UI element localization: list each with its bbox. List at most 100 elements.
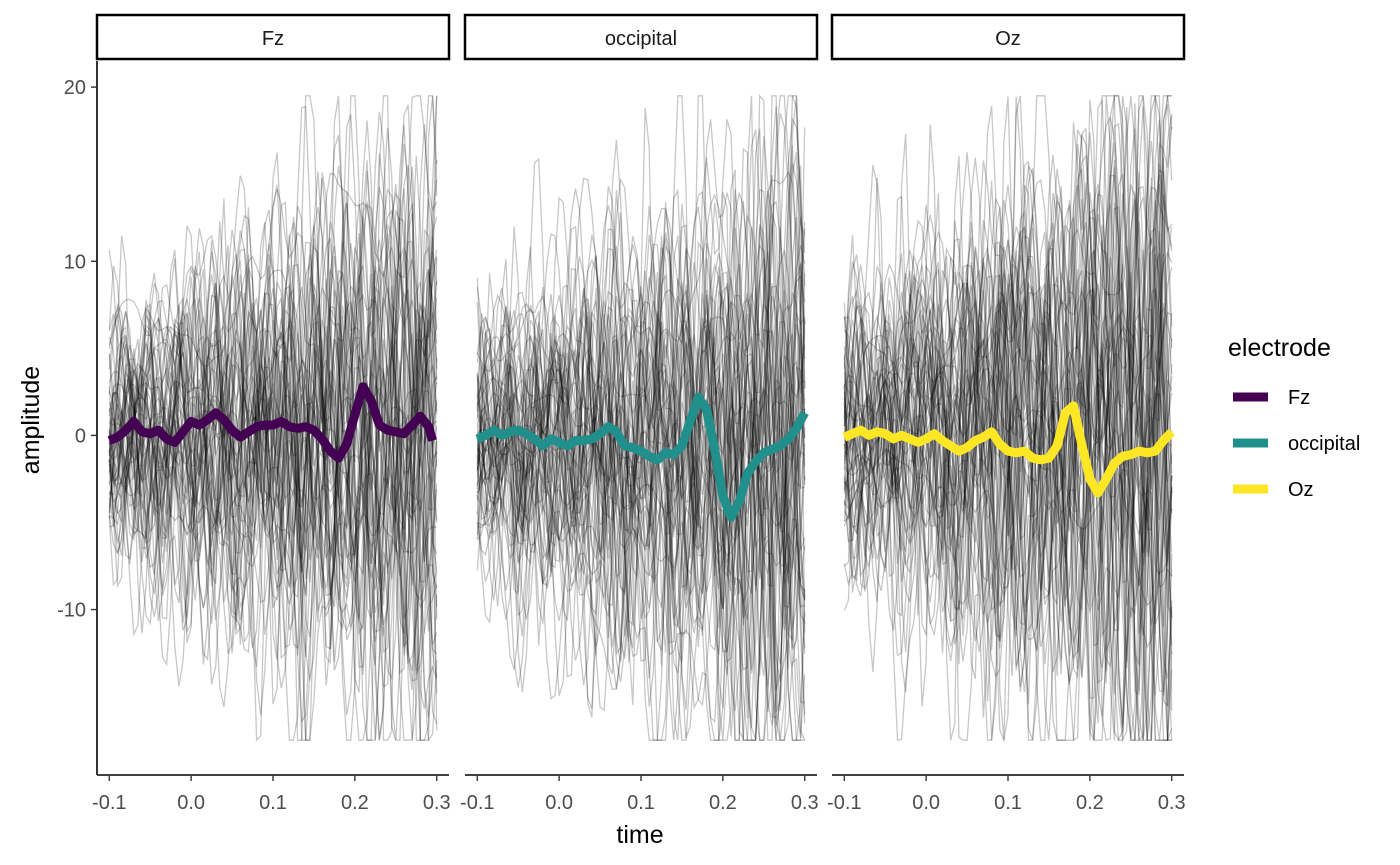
panel-0: Fz -0.1 0.0 0.1 0.2 0.3 -10 0 10 20 bbox=[57, 13, 451, 814]
trial-line bbox=[843, 282, 1173, 679]
trial-line bbox=[476, 289, 806, 741]
trial-line bbox=[108, 104, 438, 743]
y-tick-label: 20 bbox=[64, 77, 86, 99]
x-tick-label: 0.2 bbox=[1076, 792, 1104, 814]
trial-line bbox=[843, 451, 1173, 741]
trial-line bbox=[108, 209, 438, 623]
trial-line bbox=[843, 166, 1172, 741]
trial-line bbox=[108, 373, 438, 716]
strip-box bbox=[95, 13, 451, 61]
trial-line bbox=[477, 389, 805, 741]
trial-line bbox=[108, 171, 438, 620]
x-tick-label: 0.1 bbox=[994, 792, 1022, 814]
trial-line bbox=[476, 151, 806, 545]
legend-title: electrode bbox=[1228, 334, 1331, 362]
trial-lines bbox=[108, 95, 438, 743]
trial-line bbox=[108, 143, 438, 484]
trial-line bbox=[108, 172, 438, 658]
trial-line bbox=[843, 106, 1173, 564]
trial-line bbox=[476, 408, 806, 741]
trial-line bbox=[108, 392, 438, 587]
trial-line bbox=[109, 166, 438, 681]
trial-line bbox=[108, 358, 438, 609]
trial-line bbox=[476, 188, 806, 648]
trial-line bbox=[843, 95, 1173, 741]
trial-line bbox=[843, 95, 1173, 741]
trial-line bbox=[843, 173, 1173, 564]
trial-line bbox=[476, 94, 806, 719]
trial-line bbox=[108, 337, 438, 741]
trial-line bbox=[843, 298, 1173, 743]
trial-line bbox=[843, 174, 1173, 465]
trial-line bbox=[476, 385, 806, 741]
trial-line bbox=[843, 183, 1173, 520]
trial-line bbox=[476, 216, 806, 677]
trial-line bbox=[108, 338, 438, 647]
trial-line bbox=[843, 352, 1173, 741]
trial-line bbox=[476, 247, 806, 653]
trial-line bbox=[108, 215, 438, 741]
trial-line bbox=[476, 324, 806, 741]
trial-line bbox=[108, 367, 438, 678]
trial-line bbox=[108, 111, 438, 641]
trial-line bbox=[108, 95, 438, 741]
trial-line bbox=[476, 163, 806, 430]
trial-line bbox=[476, 223, 806, 575]
trial-line bbox=[476, 285, 806, 600]
x-tick-label: 0.1 bbox=[259, 792, 287, 814]
trial-line bbox=[843, 107, 1173, 742]
x-tick-label: 0.1 bbox=[627, 792, 655, 814]
trial-line bbox=[109, 282, 438, 575]
trial-line bbox=[476, 135, 806, 637]
trial-line bbox=[843, 95, 1172, 741]
strip-label: Oz bbox=[995, 28, 1021, 50]
x-tick-label: -0.1 bbox=[827, 792, 861, 814]
trial-line bbox=[476, 368, 805, 726]
trial-line bbox=[476, 368, 806, 687]
trial-line bbox=[843, 119, 1173, 584]
trial-line bbox=[108, 406, 437, 665]
trial-line bbox=[843, 192, 1173, 741]
trial-line bbox=[108, 294, 438, 554]
trial-line bbox=[108, 124, 438, 668]
trial-line bbox=[108, 124, 438, 741]
trial-line bbox=[108, 164, 438, 539]
trial-line bbox=[843, 228, 1173, 649]
trial-line bbox=[843, 115, 1173, 741]
panel-2: Oz -0.1 0.0 0.1 0.2 0.3 bbox=[827, 13, 1186, 814]
trial-line bbox=[843, 194, 1173, 490]
trial-line bbox=[476, 337, 806, 633]
trial-line bbox=[108, 395, 438, 590]
strip-box bbox=[463, 13, 819, 61]
y-tick-label: -10 bbox=[57, 600, 86, 622]
trial-line bbox=[476, 300, 806, 741]
trial-line bbox=[843, 283, 1173, 742]
trial-line bbox=[476, 263, 805, 712]
trial-line bbox=[108, 348, 438, 567]
trial-line bbox=[108, 348, 438, 577]
trial-line bbox=[843, 157, 1173, 741]
trial-line bbox=[843, 95, 1173, 596]
trial-line bbox=[108, 216, 438, 453]
y-tick-label: 0 bbox=[75, 425, 86, 447]
trial-lines bbox=[476, 94, 806, 741]
legend-label-fz: Fz bbox=[1288, 387, 1310, 409]
trial-line bbox=[476, 292, 806, 467]
x-axis-title: time bbox=[616, 821, 663, 849]
trial-line bbox=[476, 307, 806, 624]
x-tick-label: 0.2 bbox=[709, 792, 737, 814]
trial-line bbox=[843, 95, 1173, 424]
trial-line bbox=[476, 293, 806, 741]
trial-line bbox=[108, 95, 438, 663]
trial-line bbox=[843, 95, 1173, 741]
trial-line bbox=[843, 169, 1173, 434]
trial-line bbox=[843, 99, 1173, 638]
trial-line bbox=[476, 213, 806, 741]
trial-line bbox=[843, 174, 1173, 518]
trial-line bbox=[843, 95, 1173, 427]
trial-line bbox=[843, 183, 1173, 553]
trial-line bbox=[476, 383, 806, 737]
x-tick-label: 0.0 bbox=[912, 792, 940, 814]
trial-line bbox=[843, 292, 1173, 693]
